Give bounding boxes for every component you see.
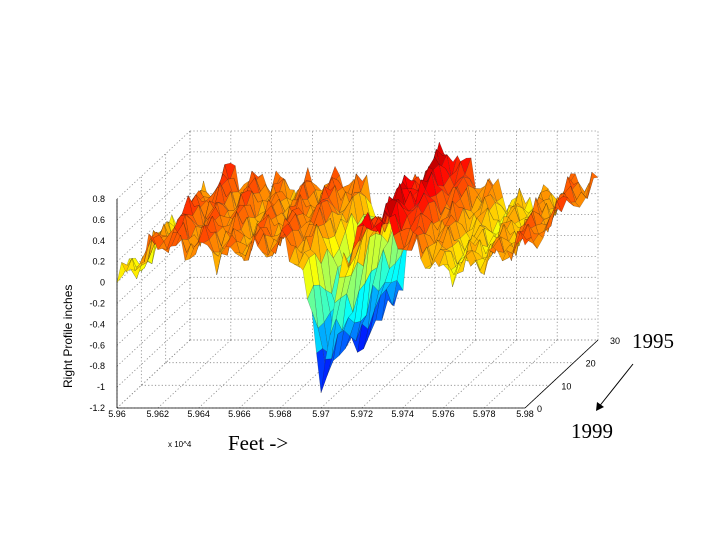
x-tick-label: 5.972	[351, 409, 374, 419]
z-tick-label: -1	[97, 382, 105, 392]
side-wall-grid-line	[116, 339, 191, 409]
x-tick-label: 5.974	[391, 409, 414, 419]
year-1995-label: 1995	[632, 329, 674, 353]
x-tick-label: 5.96	[108, 409, 126, 419]
z-tick-label: -0.4	[89, 319, 105, 329]
z-tick-label: -0.6	[89, 340, 105, 350]
side-wall-grid-line	[116, 130, 191, 200]
x-tick-label: 5.97	[312, 409, 330, 419]
x-tick-label: 5.962	[147, 409, 170, 419]
z-tick-label: 0.6	[92, 215, 105, 225]
z-tick-labels: -1.2 -1 -0.8 -0.6 -0.4 -0.2 0 0.2 0.4 0.6 0.8	[89, 194, 105, 413]
x-tick-label: 5.968	[269, 409, 292, 419]
y-tick-label: 30	[610, 336, 620, 346]
y-tick-label: 10	[561, 381, 571, 391]
year-1999-label: 1999	[571, 419, 613, 443]
side-wall-grid-line	[116, 318, 191, 388]
z-tick-label: -0.2	[89, 299, 105, 309]
z-tick-label: 0.4	[92, 236, 105, 246]
year-arrow	[596, 363, 634, 411]
surface-patch	[520, 231, 532, 246]
x-tick-label: 5.964	[187, 409, 210, 419]
z-tick-label: 0.8	[92, 194, 105, 204]
floor-grid-line	[157, 339, 232, 409]
x-tick-label: 5.978	[473, 409, 496, 419]
x-axis-title: Feet ->	[228, 431, 288, 455]
surface-mesh	[116, 141, 599, 393]
x-tick-label: 5.98	[516, 409, 534, 419]
x-tick-label: 5.976	[432, 409, 455, 419]
floor-grid-line	[443, 339, 517, 409]
y-tick-label: 20	[586, 359, 596, 369]
x-tick-labels: 5.96 5.962 5.964 5.966 5.968 5.97 5.972 5.974 5.…	[108, 409, 534, 419]
floor-grid-line	[361, 339, 436, 409]
z-tick-label: -0.8	[89, 361, 105, 371]
floor-grid-line	[116, 339, 191, 409]
z-tick-label: 0	[100, 278, 105, 288]
y-axis-line	[524, 339, 599, 409]
y-tick-label: 0	[537, 404, 542, 414]
x-multiplier-label: x 10^4	[168, 440, 192, 449]
x-tick-label: 5.966	[228, 409, 251, 419]
y-tick-labels: 0 10 20 30	[537, 336, 620, 414]
z-tick-label: 0.2	[92, 257, 105, 267]
floor-grid-line	[239, 339, 313, 409]
side-wall-grid-line	[116, 277, 191, 346]
z-tick-label: -1.2	[89, 403, 105, 413]
floor-grid-line	[198, 339, 272, 409]
side-wall-grid-line	[116, 151, 191, 221]
floor-grid-line	[483, 339, 558, 409]
z-axis-title: Right Profile inches	[61, 285, 75, 388]
side-wall-grid-line	[116, 297, 191, 367]
floor-grid-line	[402, 339, 476, 409]
